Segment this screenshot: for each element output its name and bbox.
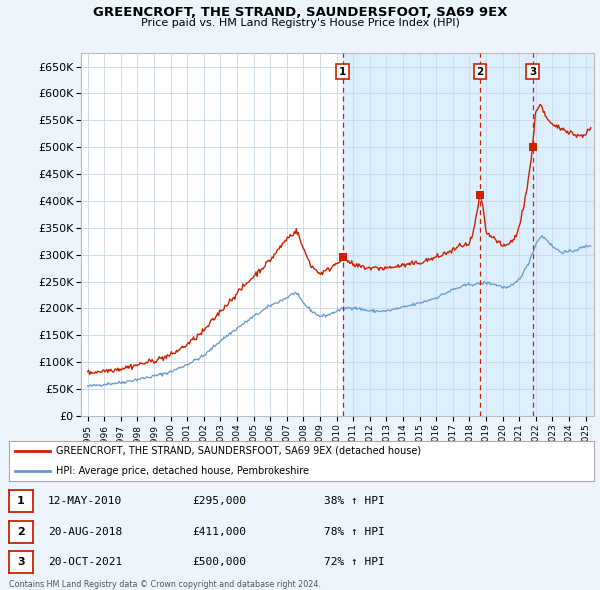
Text: 2: 2 [476,67,484,77]
Text: Contains HM Land Registry data © Crown copyright and database right 2024.
This d: Contains HM Land Registry data © Crown c… [9,580,321,590]
Text: £411,000: £411,000 [192,527,246,536]
Text: 2: 2 [17,527,25,536]
Text: Price paid vs. HM Land Registry's House Price Index (HPI): Price paid vs. HM Land Registry's House … [140,18,460,28]
Text: 72% ↑ HPI: 72% ↑ HPI [324,558,385,567]
Text: 20-AUG-2018: 20-AUG-2018 [48,527,122,536]
Text: 38% ↑ HPI: 38% ↑ HPI [324,496,385,506]
Text: HPI: Average price, detached house, Pembrokeshire: HPI: Average price, detached house, Pemb… [56,466,309,476]
Text: £295,000: £295,000 [192,496,246,506]
Text: 12-MAY-2010: 12-MAY-2010 [48,496,122,506]
Text: 3: 3 [17,558,25,567]
Text: 1: 1 [339,67,346,77]
Bar [343,53,594,416]
Text: 1: 1 [17,496,25,506]
Text: GREENCROFT, THE STRAND, SAUNDERSFOOT, SA69 9EX: GREENCROFT, THE STRAND, SAUNDERSFOOT, SA… [93,6,507,19]
Text: £500,000: £500,000 [192,558,246,567]
Text: 78% ↑ HPI: 78% ↑ HPI [324,527,385,536]
Text: 20-OCT-2021: 20-OCT-2021 [48,558,122,567]
Text: GREENCROFT, THE STRAND, SAUNDERSFOOT, SA69 9EX (detached house): GREENCROFT, THE STRAND, SAUNDERSFOOT, SA… [56,446,421,455]
Text: 3: 3 [529,67,536,77]
